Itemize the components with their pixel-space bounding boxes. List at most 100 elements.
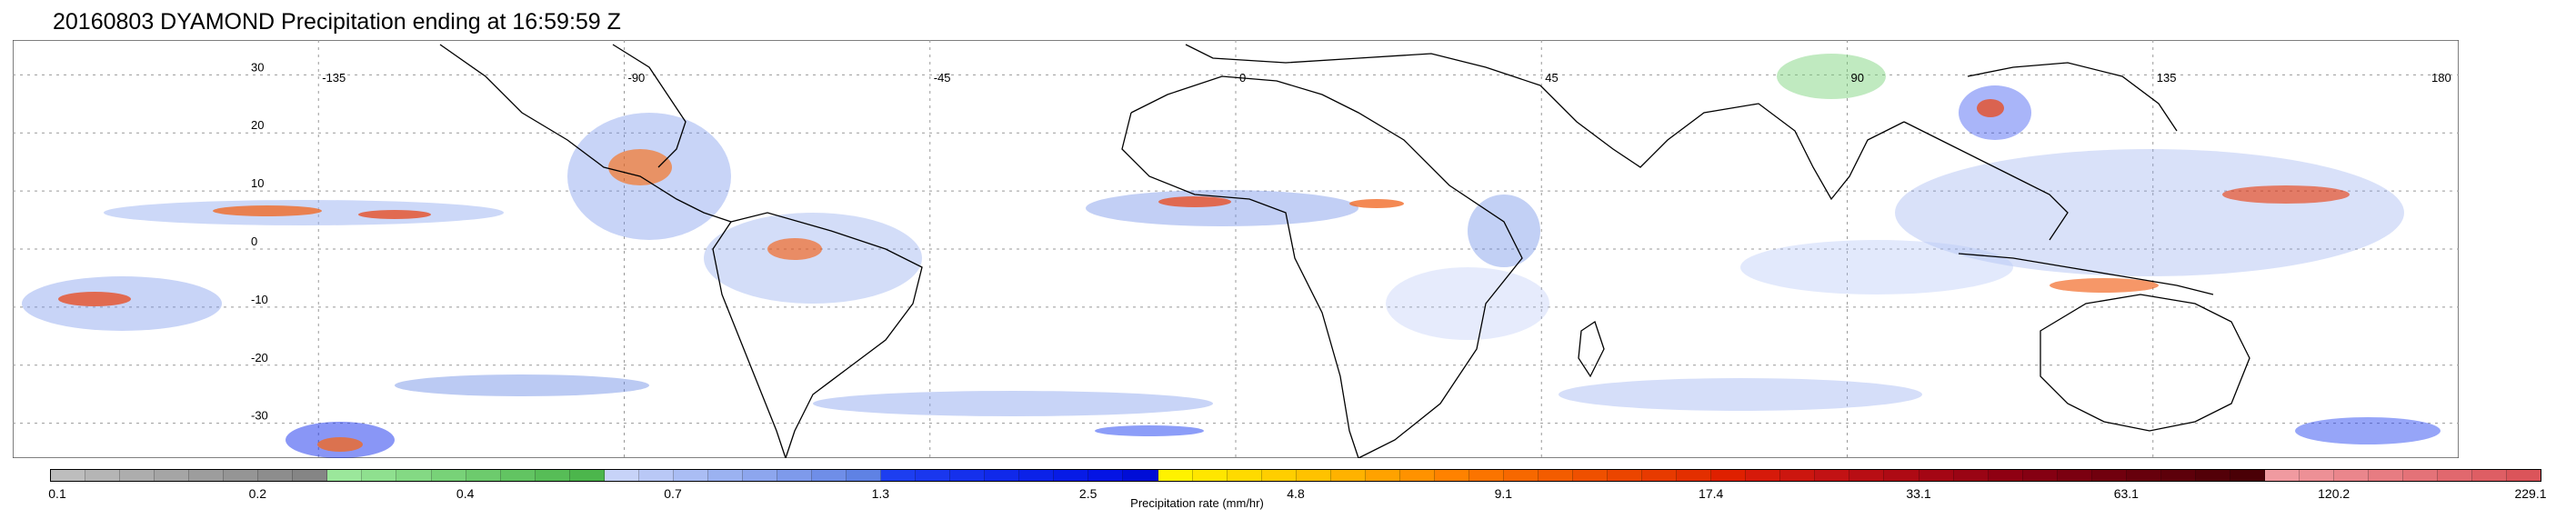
colorbar-swatch (2334, 470, 2370, 481)
colorbar-swatch (85, 470, 121, 481)
colorbar-swatch (1746, 470, 1781, 481)
lat-label: -30 (251, 409, 268, 423)
colorbar-swatch (847, 470, 882, 481)
lon-label: -135 (322, 71, 346, 85)
colorbar-swatch (1192, 470, 1228, 481)
colorbar-tick-label: 0.4 (456, 486, 475, 501)
colorbar-swatch (327, 470, 363, 481)
colorbar-tick-label: 9.1 (1494, 486, 1513, 501)
colorbar-swatch (1953, 470, 1989, 481)
colorbar-swatch (2160, 470, 2196, 481)
colorbar-swatch (2091, 470, 2127, 481)
colorbar-swatch (812, 470, 847, 481)
colorbar-tick-label: 1.3 (871, 486, 890, 501)
colorbar-swatch (189, 470, 225, 481)
colorbar-swatch (500, 470, 536, 481)
colorbar-swatch (2195, 470, 2230, 481)
colorbar-swatch (2472, 470, 2508, 481)
lat-label: 10 (251, 176, 264, 190)
colorbar-tick-label: 0.2 (248, 486, 267, 501)
colorbar-swatch (51, 470, 86, 481)
colorbar-swatch (673, 470, 708, 481)
colorbar-swatch (881, 470, 917, 481)
colorbar-swatch (1711, 470, 1747, 481)
colorbar-swatch (1468, 470, 1504, 481)
colorbar-swatch (1642, 470, 1678, 481)
colorbar-swatch (1573, 470, 1609, 481)
lat-label: -10 (251, 293, 268, 306)
map-axis-labels: -135 -90 -45 0 45 90 135 180 30 20 10 0 -10 -20 -30 (251, 60, 2451, 422)
colorbar-swatch (293, 470, 328, 481)
map-gridlines (13, 40, 2459, 458)
precipitation-field (22, 54, 2441, 458)
colorbar-swatch (155, 470, 190, 481)
lat-label: 30 (251, 60, 264, 74)
colorbar-swatch (916, 470, 951, 481)
colorbar-swatch (1399, 470, 1435, 481)
colorbar-swatch (2230, 470, 2265, 481)
colorbar-swatch (1296, 470, 1331, 481)
colorbar-swatch (950, 470, 986, 481)
colorbar-swatch (2369, 470, 2404, 481)
lat-label: 0 (251, 235, 257, 248)
colorbar-swatch (1019, 470, 1055, 481)
colorbar-swatch (1503, 470, 1539, 481)
lon-label: 135 (2157, 71, 2177, 85)
colorbar-swatch (1884, 470, 1919, 481)
colorbar-swatch (707, 470, 743, 481)
lon-label: 45 (1545, 71, 1558, 85)
colorbar-swatch (1158, 470, 1193, 481)
colorbar-tick-label: 120.2 (2318, 486, 2350, 501)
map-title: 20160803 DYAMOND Precipitation ending at… (53, 9, 621, 35)
colorbar-swatch (1123, 470, 1158, 481)
colorbar-swatch (535, 470, 570, 481)
colorbar-swatch (1434, 470, 1469, 481)
colorbar-swatch (1677, 470, 1712, 481)
colorbar-swatch (1261, 470, 1297, 481)
colorbar-swatch (2403, 470, 2439, 481)
colorbar-label: Precipitation rate (mm/hr) (1130, 496, 1264, 510)
colorbar-swatch (1088, 470, 1124, 481)
colorbar-swatch (2300, 470, 2335, 481)
colorbar-swatch (1988, 470, 2023, 481)
colorbar-swatch (466, 470, 501, 481)
coastlines (439, 44, 2250, 458)
colorbar-tick-label: 63.1 (2113, 486, 2139, 501)
lon-label: 180 (2431, 71, 2451, 85)
colorbar-swatch (742, 470, 777, 481)
colorbar-swatch (431, 470, 466, 481)
colorbar-swatch (604, 470, 639, 481)
colorbar-swatch (2057, 470, 2092, 481)
lon-label: 90 (1851, 71, 1864, 85)
colorbar-swatch (1227, 470, 1262, 481)
colorbar-tick-label: 0.1 (48, 486, 66, 501)
precipitation-colorbar (50, 469, 2541, 482)
colorbar-tick-label: 4.8 (1287, 486, 1305, 501)
lon-label: -90 (628, 71, 646, 85)
colorbar-swatch (777, 470, 813, 481)
colorbar-swatch (120, 470, 155, 481)
colorbar-swatch (1780, 470, 1816, 481)
colorbar-tick-label: 2.5 (1078, 486, 1098, 501)
colorbar-swatch (2022, 470, 2058, 481)
precipitation-map: -135 -90 -45 0 45 90 135 180 30 20 10 0 -10 -20 -30 (13, 40, 2459, 458)
colorbar-swatch (258, 470, 294, 481)
colorbar-swatch (1849, 470, 1885, 481)
colorbar-swatch (638, 470, 674, 481)
colorbar-label-wrap: Precipitation rate (mm/hr) (0, 496, 2576, 510)
colorbar-swatch (569, 470, 605, 481)
colorbar-swatch (224, 470, 259, 481)
colorbar-swatch (2126, 470, 2161, 481)
colorbar-swatch (1919, 470, 1954, 481)
lat-label: -20 (251, 351, 268, 364)
colorbar-swatch (1054, 470, 1089, 481)
colorbar-swatch (2438, 470, 2473, 481)
colorbar-swatch (396, 470, 432, 481)
colorbar-tick-label: 0.7 (664, 486, 682, 501)
colorbar-tick-label: 229.1 (2514, 486, 2547, 501)
colorbar-swatch (2265, 470, 2300, 481)
colorbar-tick-label: 17.4 (1699, 486, 1724, 501)
lon-label: 0 (1239, 71, 1246, 85)
colorbar-swatch (1330, 470, 1366, 481)
lat-label: 20 (251, 118, 264, 132)
